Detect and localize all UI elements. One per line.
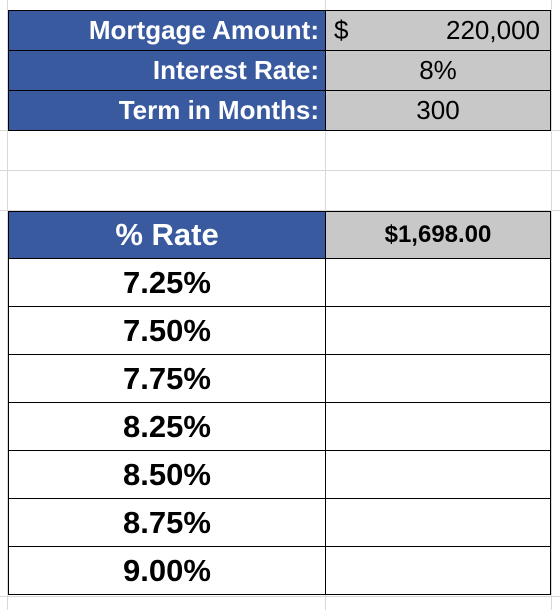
rate-cell[interactable]: 8.75% xyxy=(8,498,326,547)
grid-line xyxy=(7,0,8,610)
grid-line xyxy=(0,596,560,597)
payment-cell[interactable] xyxy=(325,258,551,307)
payment-cell[interactable] xyxy=(325,498,551,547)
mortgage-amount-cell[interactable]: $ 220,000 xyxy=(325,10,551,51)
rate-value: 8.75% xyxy=(123,504,211,540)
rate-cell[interactable]: 7.50% xyxy=(8,306,326,355)
interest-rate-label[interactable]: Interest Rate: xyxy=(8,50,326,91)
rate-cell[interactable]: 8.50% xyxy=(8,450,326,499)
rate-cell[interactable]: 7.25% xyxy=(8,258,326,307)
rate-cell[interactable]: 9.00% xyxy=(8,546,326,595)
payment-cell[interactable] xyxy=(325,354,551,403)
rate-cell[interactable]: 8.25% xyxy=(8,402,326,451)
rate-value: 8.50% xyxy=(123,456,211,492)
grid-line xyxy=(551,0,552,610)
rate-value: 7.50% xyxy=(123,312,211,348)
payment-header-text: $1,698.00 xyxy=(384,221,492,248)
rate-header-text: % Rate xyxy=(115,217,219,252)
payment-column-header[interactable]: $1,698.00 xyxy=(325,211,551,259)
payment-cell[interactable] xyxy=(325,450,551,499)
grid-line xyxy=(0,210,560,211)
rate-value: 7.75% xyxy=(123,360,211,396)
currency-symbol: $ xyxy=(334,15,349,45)
rate-value: 7.25% xyxy=(123,264,211,300)
interest-rate-cell[interactable]: 8% xyxy=(325,50,551,91)
rate-cell[interactable]: 7.75% xyxy=(8,354,326,403)
rate-value: 8.25% xyxy=(123,408,211,444)
payment-cell[interactable] xyxy=(325,546,551,595)
mortgage-amount-label[interactable]: Mortgage Amount: xyxy=(8,10,326,51)
term-cell[interactable]: 300 xyxy=(325,90,551,131)
mortgage-amount-value: 220,000 xyxy=(446,15,540,45)
payment-cell[interactable] xyxy=(325,402,551,451)
rate-column-header[interactable]: % Rate xyxy=(8,211,326,259)
payment-cell[interactable] xyxy=(325,306,551,355)
rate-value: 9.00% xyxy=(123,552,211,588)
term-value: 300 xyxy=(416,95,460,125)
mortgage-amount-label-text: Mortgage Amount: xyxy=(88,15,319,45)
interest-rate-label-text: Interest Rate: xyxy=(152,55,319,85)
grid-line xyxy=(0,170,560,171)
term-label[interactable]: Term in Months: xyxy=(8,90,326,131)
interest-rate-value: 8% xyxy=(419,55,457,85)
term-label-text: Term in Months: xyxy=(118,95,319,125)
